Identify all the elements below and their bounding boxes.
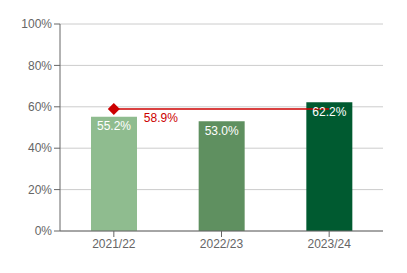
svg-text:100%: 100% [21, 17, 52, 31]
svg-text:53.0%: 53.0% [205, 124, 239, 138]
svg-text:55.2%: 55.2% [97, 119, 131, 133]
svg-text:20%: 20% [28, 183, 52, 197]
svg-text:0%: 0% [35, 224, 53, 238]
svg-text:60%: 60% [28, 100, 52, 114]
svg-text:80%: 80% [28, 59, 52, 73]
svg-text:40%: 40% [28, 141, 52, 155]
svg-text:58.9%: 58.9% [144, 111, 178, 125]
svg-text:2021/22: 2021/22 [92, 237, 136, 251]
svg-text:2022/23: 2022/23 [200, 237, 244, 251]
svg-text:2023/24: 2023/24 [307, 237, 351, 251]
svg-text:62.2%: 62.2% [312, 105, 346, 119]
